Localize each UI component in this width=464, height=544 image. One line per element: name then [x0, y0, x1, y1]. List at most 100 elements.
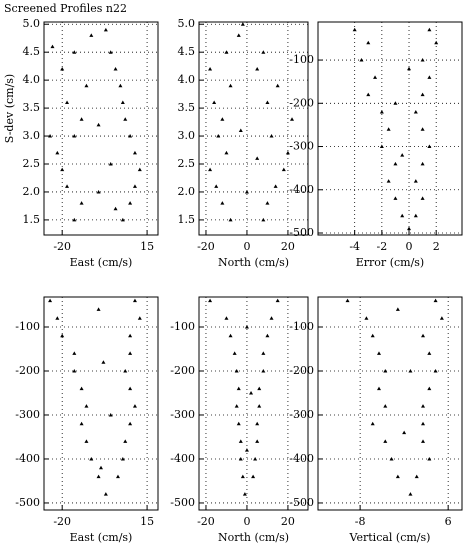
- point: [379, 144, 384, 149]
- point: [120, 100, 125, 105]
- point: [96, 189, 101, 194]
- point: [413, 109, 418, 114]
- point: [236, 421, 241, 426]
- point: [55, 150, 60, 155]
- point: [400, 213, 405, 218]
- point: [255, 156, 260, 160]
- point: [65, 100, 70, 105]
- y-tick-label: -100: [15, 320, 40, 333]
- point: [128, 351, 133, 355]
- y-tick-label: -500: [289, 226, 314, 239]
- point: [224, 50, 229, 54]
- point: [128, 134, 133, 138]
- point: [420, 127, 425, 131]
- point: [101, 360, 106, 364]
- point: [383, 404, 388, 408]
- plot-frame: [198, 296, 309, 511]
- point: [60, 167, 65, 172]
- y-axis-label: S-dev (cm/s): [3, 74, 16, 143]
- point: [132, 184, 137, 188]
- point: [366, 40, 371, 45]
- point: [373, 75, 378, 79]
- point: [72, 50, 77, 54]
- point: [96, 474, 101, 479]
- point: [395, 474, 400, 479]
- y-tick-label: -400: [15, 452, 40, 465]
- y-tick-label: 2.5: [178, 157, 196, 170]
- point: [132, 404, 137, 408]
- point: [244, 325, 249, 329]
- point: [414, 474, 419, 479]
- point: [407, 66, 412, 71]
- y-tick-label: 1.5: [178, 213, 196, 226]
- point: [261, 50, 266, 54]
- point: [96, 307, 101, 311]
- point: [251, 474, 256, 479]
- point: [137, 167, 142, 172]
- point: [79, 421, 84, 426]
- point: [72, 368, 77, 373]
- point: [244, 189, 249, 194]
- point: [253, 456, 258, 461]
- point: [255, 66, 260, 71]
- point: [79, 117, 84, 121]
- point: [281, 167, 286, 172]
- point: [370, 333, 375, 338]
- y-tick-label: -300: [289, 140, 314, 153]
- point: [269, 316, 274, 320]
- point: [364, 316, 369, 320]
- point: [212, 100, 217, 105]
- x-axis-label: North (cm/s): [218, 531, 289, 544]
- x-tick-label: -20: [53, 240, 71, 253]
- y-tick-label: 5.0: [178, 17, 196, 30]
- point: [275, 83, 280, 88]
- point: [113, 206, 118, 211]
- x-tick-label: -8: [355, 515, 366, 528]
- point: [84, 404, 89, 408]
- point: [261, 217, 266, 222]
- point: [208, 66, 213, 71]
- y-tick-label: -400: [289, 183, 314, 196]
- point: [427, 144, 432, 149]
- point: [434, 40, 439, 45]
- point: [79, 386, 84, 391]
- x-tick-label: -20: [53, 515, 71, 528]
- point: [421, 404, 426, 408]
- point: [224, 150, 229, 155]
- y-tick-label: 3.5: [23, 101, 41, 114]
- point: [269, 134, 274, 138]
- point: [79, 201, 84, 205]
- y-tick-label: -300: [15, 408, 40, 421]
- point: [273, 184, 278, 188]
- point: [370, 421, 375, 426]
- point: [96, 122, 101, 127]
- x-tick-label: 0: [406, 240, 413, 253]
- point: [224, 316, 229, 320]
- x-tick-label: 20: [281, 515, 295, 528]
- point: [123, 368, 128, 373]
- point: [238, 128, 243, 132]
- x-tick-label: -2: [376, 240, 387, 253]
- y-tick-label: -200: [289, 364, 314, 377]
- figure-title: Screened Profiles n22: [4, 2, 127, 15]
- y-tick-label: 2.0: [178, 185, 196, 198]
- plot-frame: [43, 21, 159, 236]
- point: [345, 298, 350, 303]
- x-tick-label: 20: [281, 240, 295, 253]
- point: [393, 196, 398, 200]
- point: [234, 368, 239, 373]
- x-tick-label: 15: [140, 240, 154, 253]
- y-tick-label: 4.5: [23, 45, 41, 58]
- point: [132, 298, 137, 303]
- point: [216, 134, 221, 138]
- point: [408, 492, 413, 496]
- x-tick-label: -4: [349, 240, 360, 253]
- point: [137, 316, 142, 320]
- point: [400, 153, 405, 157]
- point: [120, 456, 125, 461]
- point: [103, 492, 108, 496]
- point: [240, 22, 245, 26]
- x-axis-label: Error (cm/s): [356, 256, 424, 269]
